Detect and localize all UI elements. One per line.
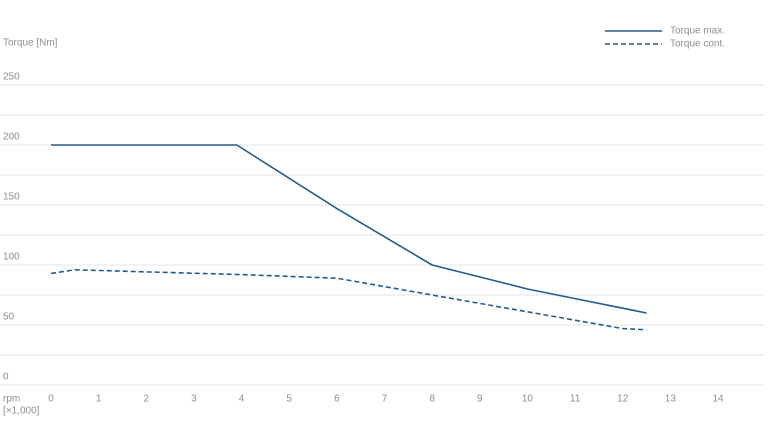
y-axis-label: Torque [Nm]: [3, 38, 58, 49]
y-tick-label: 0: [3, 372, 9, 383]
y-tick-label: 50: [3, 312, 15, 323]
x-tick-label: 2: [144, 394, 150, 405]
x-axis-label: rpm: [3, 394, 20, 405]
legend-label: Torque max.: [670, 26, 725, 37]
y-tick-label: 250: [3, 72, 20, 83]
x-tick-label: 4: [239, 394, 245, 405]
y-tick-label: 150: [3, 192, 20, 203]
x-tick-label: 14: [712, 394, 724, 405]
x-tick-label: 6: [334, 394, 340, 405]
x-tick-label: 1: [96, 394, 102, 405]
y-tick-label: 200: [3, 132, 20, 143]
legend-label: Torque cont.: [670, 39, 725, 50]
x-tick-label: 0: [48, 394, 54, 405]
x-tick-label: 7: [382, 394, 388, 405]
x-axis-unit: [×1,000]: [3, 406, 40, 417]
x-tick-label: 3: [191, 394, 197, 405]
y-tick-label: 100: [3, 252, 20, 263]
x-tick-label: 9: [477, 394, 483, 405]
x-tick-label: 5: [286, 394, 292, 405]
x-tick-label: 13: [665, 394, 677, 405]
line-series: [51, 144, 647, 314]
x-tick-label: 10: [522, 394, 534, 405]
x-tick-label: 12: [617, 394, 629, 405]
x-tick-label: 8: [429, 394, 435, 405]
line-series: [50, 269, 647, 331]
x-tick-label: 11: [570, 394, 581, 405]
